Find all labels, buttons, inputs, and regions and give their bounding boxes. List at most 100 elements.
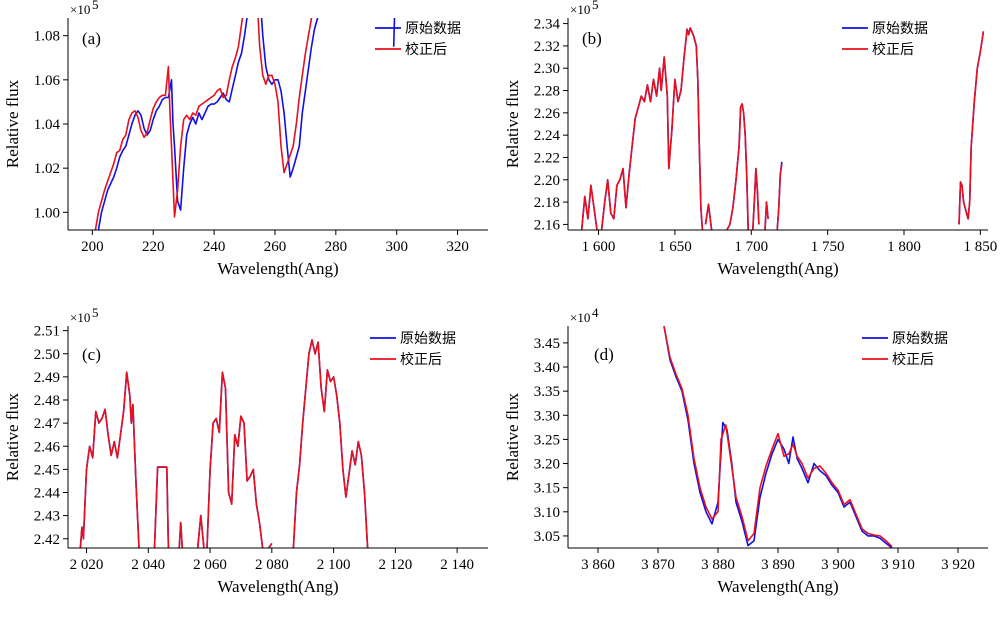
panel-label-b: (b) <box>582 29 602 48</box>
series-line-a-1-0 <box>94 18 244 230</box>
series-line-c-0-6 <box>292 339 369 548</box>
legend-label-d-0: 原始数据 <box>892 331 948 347</box>
series-line-a-0-2 <box>392 18 396 47</box>
y-multiplier-b: ×10 <box>570 2 590 17</box>
y-tick-label-b-6: 2.28 <box>534 84 560 100</box>
series-line-b-1-3 <box>726 103 749 230</box>
series-group-d <box>663 326 893 548</box>
x-tick-label-c-1: 2 040 <box>131 557 165 573</box>
y-tick-label-a-0: 1.00 <box>34 205 60 221</box>
y-tick-label-c-9: 2.51 <box>34 324 60 340</box>
y-tick-label-d-6: 3.35 <box>534 384 560 400</box>
y-tick-label-c-6: 2.48 <box>34 393 60 409</box>
x-tick-label-d-0: 3 860 <box>581 557 615 573</box>
y-tick-label-d-5: 3.30 <box>534 408 560 424</box>
y-tick-label-b-2: 2.20 <box>534 173 560 189</box>
chart-panel-a: 200 220 240 260 280 300 320 1.00 1.02 1.04 1.06 1.0… <box>3 0 488 278</box>
x-axis-label-d: Wavelength(Ang) <box>717 577 838 596</box>
panel-label-d: (d) <box>594 345 614 364</box>
x-tick-label-a-4: 280 <box>325 239 348 255</box>
x-tick-label-a-1: 220 <box>142 239 165 255</box>
x-tick-label-c-2: 2 060 <box>193 557 227 573</box>
chart-panel-d: 3 860 3 870 3 880 3 890 3 900 3 910 3 920 3.05 3… <box>503 305 988 596</box>
series-line-c-0-4 <box>206 371 264 548</box>
x-tick-label-a-5: 300 <box>385 239 408 255</box>
y-multiplier-exp-a: 5 <box>92 0 99 12</box>
y-multiplier-d: ×10 <box>570 310 590 325</box>
legend-label-c-1: 校正后 <box>400 351 442 368</box>
y-tick-label-d-1: 3.10 <box>534 505 560 521</box>
y-multiplier-a: ×10 <box>70 2 90 17</box>
x-tick-label-d-3: 3 890 <box>761 557 795 573</box>
series-line-c-1-4 <box>206 371 264 548</box>
x-tick-label-d-6: 3 920 <box>941 557 975 573</box>
y-tick-label-d-2: 3.15 <box>534 481 560 497</box>
y-tick-label-d-7: 3.40 <box>534 360 560 376</box>
x-tick-label-b-5: 1 850 <box>963 239 997 255</box>
y-axis-label-d: Relative flux <box>503 392 522 481</box>
y-multiplier-exp-d: 4 <box>592 305 599 320</box>
y-tick-label-b-5: 2.26 <box>534 106 561 122</box>
y-tick-label-c-5: 2.47 <box>34 416 61 432</box>
series-line-b-1-4 <box>752 167 760 230</box>
y-tick-label-b-4: 2.24 <box>534 128 561 144</box>
series-line-b-1-2 <box>704 203 713 230</box>
series-line-c-1-0 <box>79 371 140 548</box>
series-line-c-1-6 <box>292 339 369 548</box>
y-tick-label-a-2: 1.04 <box>34 117 61 133</box>
x-tick-label-a-2: 240 <box>203 239 226 255</box>
panel-label-c: (c) <box>82 345 101 364</box>
y-tick-label-b-7: 2.30 <box>534 61 560 77</box>
y-tick-label-c-7: 2.49 <box>34 370 60 386</box>
x-tick-label-a-0: 200 <box>81 239 104 255</box>
series-line-c-1-5 <box>268 542 273 548</box>
x-tick-label-a-3: 260 <box>264 239 287 255</box>
y-tick-label-d-8: 3.45 <box>534 336 560 352</box>
legend-label-b-0: 原始数据 <box>872 21 928 37</box>
series-line-c-1-1 <box>153 466 170 548</box>
legend-label-a-0: 原始数据 <box>405 21 461 37</box>
series-line-b-1-5 <box>764 201 769 230</box>
y-tick-label-c-1: 2.43 <box>34 509 60 525</box>
series-line-b-1-7 <box>958 31 985 225</box>
series-line-b-1-0 <box>580 184 598 230</box>
series-line-b-1-1 <box>600 27 704 230</box>
x-tick-label-b-3: 1 750 <box>811 239 845 255</box>
x-tick-label-c-3: 2 080 <box>255 557 289 573</box>
y-tick-label-b-0: 2.16 <box>534 217 561 233</box>
legend-label-c-0: 原始数据 <box>400 331 456 347</box>
x-axis-label-a: Wavelength(Ang) <box>217 259 338 278</box>
x-tick-label-b-0: 1 600 <box>582 239 616 255</box>
y-tick-label-d-4: 3.25 <box>534 432 560 448</box>
x-tick-label-c-6: 2 140 <box>440 557 474 573</box>
series-line-d-0-0 <box>663 326 893 548</box>
panel-label-a: (a) <box>82 29 101 48</box>
x-tick-label-d-1: 3 870 <box>641 557 675 573</box>
x-tick-label-b-2: 1 700 <box>734 239 768 255</box>
y-tick-label-b-9: 2.34 <box>534 17 561 33</box>
y-tick-label-c-8: 2.50 <box>34 347 60 363</box>
y-tick-label-d-3: 3.20 <box>534 457 560 473</box>
series-line-b-1-6 <box>776 164 783 230</box>
y-tick-label-b-1: 2.18 <box>534 195 560 211</box>
x-axis-label-c: Wavelength(Ang) <box>217 577 338 596</box>
series-line-a-0-1 <box>260 18 319 178</box>
y-tick-label-c-3: 2.45 <box>34 462 60 478</box>
y-tick-label-a-1: 1.02 <box>34 161 60 177</box>
x-tick-label-d-5: 3 910 <box>881 557 915 573</box>
series-group-a <box>94 18 396 230</box>
y-tick-label-c-0: 2.42 <box>34 532 60 548</box>
series-group-c <box>79 339 369 548</box>
chart-panel-c: 2 020 2 040 2 060 2 080 2 100 2 120 2 140 2.42 2… <box>3 305 488 596</box>
legend-label-b-1: 校正后 <box>872 41 914 58</box>
series-line-a-1-1 <box>257 18 313 174</box>
y-axis-label-b: Relative flux <box>503 79 522 168</box>
legend-label-d-1: 校正后 <box>892 351 934 368</box>
y-tick-label-a-4: 1.08 <box>34 29 60 45</box>
x-tick-label-b-1: 1 650 <box>658 239 692 255</box>
series-line-c-1-2 <box>178 521 184 548</box>
x-tick-label-a-6: 320 <box>446 239 469 255</box>
y-multiplier-exp-c: 5 <box>92 305 99 320</box>
x-tick-label-c-4: 2 100 <box>317 557 351 573</box>
y-tick-label-c-2: 2.44 <box>34 486 61 502</box>
